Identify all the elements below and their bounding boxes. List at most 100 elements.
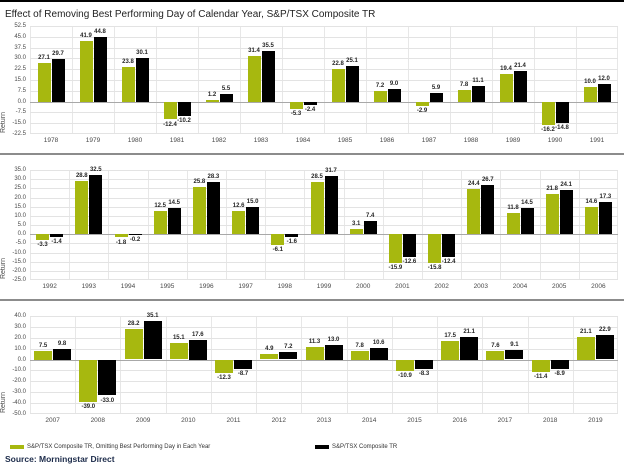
bar-value-label: 13.0 bbox=[327, 337, 340, 344]
x-tick-label: 1981 bbox=[169, 137, 185, 144]
bar-value-label: -5.3 bbox=[290, 111, 302, 118]
x-tick-label: 1994 bbox=[120, 283, 136, 290]
plot-area: 7.5 9.8 -39.0 -33.0 28.2 35.1 15.1 17.6 -12.3 -8.… bbox=[30, 313, 618, 414]
y-tick-label: -40.0 bbox=[12, 400, 26, 407]
x-tick-label: 2019 bbox=[588, 417, 603, 424]
bar-value-label: 7.8 bbox=[355, 343, 364, 350]
bar-omitting-best-day bbox=[79, 359, 98, 403]
bar-omitting-best-day bbox=[486, 351, 505, 360]
y-tick-label: 37.5 bbox=[14, 44, 26, 51]
bar-omitting-best-day bbox=[467, 189, 481, 235]
y-axis-title: Return bbox=[0, 257, 7, 279]
horizontal-gridline bbox=[30, 392, 618, 393]
bar-value-label: 19.4 bbox=[500, 65, 512, 72]
x-tick-label: 2004 bbox=[512, 283, 528, 290]
bar-composite-tr bbox=[188, 340, 207, 360]
bar-composite-tr bbox=[206, 182, 220, 235]
bar-omitting-best-day bbox=[349, 228, 363, 235]
x-tick-label: 2013 bbox=[316, 417, 332, 424]
y-axis-ticks: 52.5 45.0 37.5 30.0 22.5 15.0 7.5 0.0 -7.5 -15.0 -… bbox=[9, 23, 30, 137]
top-border bbox=[0, 0, 624, 2]
bar-omitting-best-day bbox=[373, 91, 387, 102]
bar-omitting-best-day bbox=[163, 101, 177, 120]
x-tick-label: 2000 bbox=[355, 283, 371, 290]
bar-value-label: -12.4 bbox=[441, 258, 456, 265]
bar-omitting-best-day bbox=[232, 211, 246, 235]
horizontal-gridline bbox=[30, 37, 618, 38]
bar-omitting-best-day bbox=[545, 194, 559, 235]
bar-value-label: 35.1 bbox=[146, 313, 159, 320]
bar-omitting-best-day bbox=[37, 62, 51, 102]
bar-composite-tr bbox=[598, 202, 612, 235]
bar-value-label: -12.4 bbox=[163, 121, 177, 128]
bar-composite-tr bbox=[51, 58, 65, 102]
y-tick-label: 0.0 bbox=[17, 356, 26, 363]
bar-omitting-best-day bbox=[124, 328, 143, 360]
plot-area: -3.3 -1.4 28.8 32.5 -1.8 -0.2 12.5 14.5 25.8 28.3… bbox=[30, 167, 618, 280]
bar-value-label: 25.1 bbox=[346, 57, 358, 64]
x-tick-label: 1999 bbox=[316, 283, 332, 290]
x-tick-label: 1985 bbox=[337, 137, 353, 144]
y-axis-ticks: 40.0 30.0 20.0 10.0 0.0 -10.0 -20.0 -30.0 -40.0 -… bbox=[9, 313, 30, 417]
bar-value-label: 15.0 bbox=[246, 198, 259, 205]
x-tick-label: 1989 bbox=[505, 137, 521, 144]
bar-value-label: 11.3 bbox=[308, 339, 321, 346]
x-tick-label: 2012 bbox=[271, 417, 287, 424]
y-tick-label: 10.0 bbox=[14, 345, 26, 352]
bar-value-label: -6.1 bbox=[272, 247, 283, 254]
vertical-gridline bbox=[482, 316, 483, 414]
zero-line bbox=[30, 234, 618, 235]
bar-value-label: 44.8 bbox=[94, 29, 106, 36]
horizontal-gridline bbox=[30, 123, 618, 124]
horizontal-gridline bbox=[30, 133, 618, 134]
bar-composite-tr bbox=[50, 234, 64, 237]
bar-omitting-best-day bbox=[396, 359, 414, 372]
bar-omitting-best-day bbox=[169, 343, 188, 360]
bar-value-label: -16.2 bbox=[541, 126, 555, 133]
bar-composite-tr bbox=[363, 220, 377, 235]
plot-column: 7.5 9.8 -39.0 -33.0 28.2 35.1 15.1 17.6 -12.3 -8.… bbox=[30, 313, 618, 429]
horizontal-gridline bbox=[30, 262, 618, 263]
bar-value-label: 10.6 bbox=[372, 340, 385, 346]
x-tick-label: 1996 bbox=[199, 283, 214, 290]
vertical-gridline bbox=[120, 316, 121, 414]
y-tick-label: 15.0 bbox=[14, 203, 26, 210]
x-tick-label: 2002 bbox=[434, 283, 449, 290]
x-axis: 1992 1993 1994 1995 1996 1997 1998 1999 2000 2001… bbox=[30, 280, 618, 295]
vertical-gridline bbox=[573, 316, 574, 414]
vertical-gridline bbox=[437, 316, 438, 414]
bar-value-label: -1.6 bbox=[286, 239, 297, 246]
zero-line bbox=[30, 360, 618, 361]
y-tick-label: 0.0 bbox=[17, 98, 26, 105]
bar-omitting-best-day bbox=[388, 234, 402, 264]
bar-omitting-best-day bbox=[584, 207, 598, 235]
bar-composite-tr bbox=[520, 207, 534, 235]
vertical-gridline bbox=[347, 316, 348, 414]
y-tick-label: -20.0 bbox=[12, 267, 26, 274]
bar-value-label: 29.7 bbox=[52, 50, 64, 57]
horizontal-gridline bbox=[30, 279, 618, 280]
x-tick-label: 2011 bbox=[226, 417, 241, 424]
x-tick-label: 2015 bbox=[407, 417, 422, 424]
y-tick-label: 5.0 bbox=[17, 222, 26, 228]
y-tick-label: 45.0 bbox=[14, 33, 26, 40]
panel-separator bbox=[0, 299, 624, 301]
bar-value-label: 11.8 bbox=[507, 204, 519, 211]
bar-composite-tr bbox=[219, 93, 233, 102]
horizontal-gridline bbox=[30, 413, 618, 414]
horizontal-gridline bbox=[30, 198, 618, 199]
y-tick-label: 25.0 bbox=[14, 185, 26, 192]
bar-composite-tr bbox=[167, 207, 181, 235]
panel-separator bbox=[0, 153, 624, 155]
legend: S&P/TSX Composite TR, Omitting Best Perf… bbox=[0, 438, 624, 450]
legend-label-omitting-best-day: S&P/TSX Composite TR, Omitting Best Perf… bbox=[27, 443, 211, 450]
bar-value-label: -15.9 bbox=[388, 265, 403, 272]
x-axis: 1978 1979 1980 1981 1982 1983 1984 1985 1986 1987… bbox=[30, 134, 618, 149]
bar-omitting-best-day bbox=[289, 101, 303, 110]
bar-composite-tr bbox=[246, 206, 260, 235]
bar-value-label: -8.3 bbox=[418, 370, 430, 377]
bar-value-label: 30.1 bbox=[136, 50, 148, 57]
chart-title: Effect of Removing Best Performing Day o… bbox=[5, 9, 376, 20]
bar-composite-tr bbox=[387, 88, 401, 102]
